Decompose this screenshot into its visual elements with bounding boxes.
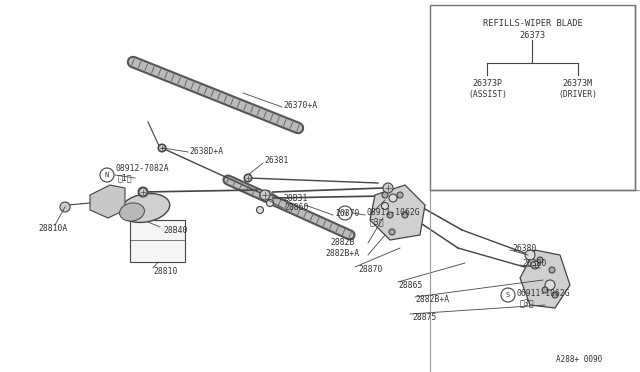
- Ellipse shape: [120, 203, 145, 221]
- Circle shape: [397, 192, 403, 198]
- Circle shape: [260, 190, 270, 200]
- Text: 08911-1062G: 08911-1062G: [367, 208, 420, 217]
- Text: 06911-1062G: 06911-1062G: [517, 289, 571, 298]
- Circle shape: [381, 202, 388, 209]
- Text: S: S: [506, 292, 510, 298]
- Text: N: N: [343, 210, 347, 216]
- Text: REFILLS-WIPER BLADE: REFILLS-WIPER BLADE: [483, 19, 582, 28]
- Text: 26380: 26380: [512, 244, 536, 253]
- Circle shape: [158, 144, 166, 152]
- Circle shape: [159, 144, 166, 151]
- Circle shape: [389, 194, 397, 202]
- Text: （1）: （1）: [118, 173, 132, 183]
- Text: 26373P: 26373P: [472, 78, 502, 87]
- Circle shape: [545, 280, 555, 290]
- Circle shape: [257, 206, 264, 214]
- Text: A288+ 0090: A288+ 0090: [556, 356, 602, 365]
- Circle shape: [552, 292, 558, 298]
- Text: 2638D+A: 2638D+A: [189, 147, 223, 155]
- Text: 28810A: 28810A: [38, 224, 67, 232]
- Text: 2882B+A: 2882B+A: [415, 295, 449, 305]
- Text: 2882B+A: 2882B+A: [325, 250, 359, 259]
- Text: 26380: 26380: [522, 259, 547, 267]
- Circle shape: [60, 202, 70, 212]
- Circle shape: [537, 257, 543, 263]
- Text: 28860: 28860: [284, 202, 308, 212]
- Text: 26381: 26381: [264, 155, 289, 164]
- Circle shape: [389, 229, 395, 235]
- Text: 28810: 28810: [153, 267, 177, 276]
- Text: 26373: 26373: [520, 31, 546, 39]
- Circle shape: [338, 206, 352, 220]
- Text: 26373M: 26373M: [563, 78, 593, 87]
- Circle shape: [138, 187, 148, 197]
- Text: 26370: 26370: [335, 208, 360, 218]
- Text: 28875: 28875: [412, 312, 436, 321]
- Text: N: N: [105, 172, 109, 178]
- Ellipse shape: [120, 193, 170, 222]
- Polygon shape: [520, 250, 570, 308]
- Text: (DRIVER): (DRIVER): [558, 90, 597, 99]
- Circle shape: [549, 267, 555, 273]
- Circle shape: [542, 287, 548, 293]
- Text: (ASSIST): (ASSIST): [468, 90, 507, 99]
- Circle shape: [531, 261, 539, 269]
- Text: 08912-7082A: 08912-7082A: [115, 164, 168, 173]
- Circle shape: [244, 174, 252, 182]
- Circle shape: [387, 212, 393, 218]
- Text: 26370+A: 26370+A: [283, 100, 317, 109]
- Bar: [430, 5, 635, 190]
- Circle shape: [525, 250, 535, 260]
- Circle shape: [383, 183, 393, 193]
- Text: （3）: （3）: [370, 218, 385, 227]
- Circle shape: [266, 199, 273, 206]
- Circle shape: [382, 192, 388, 198]
- Text: （3）: （3）: [520, 298, 534, 308]
- Circle shape: [402, 212, 408, 218]
- Text: 2882B: 2882B: [330, 237, 355, 247]
- Circle shape: [139, 188, 147, 196]
- Circle shape: [501, 288, 515, 302]
- Text: 28870: 28870: [358, 266, 382, 275]
- Circle shape: [100, 168, 114, 182]
- Polygon shape: [90, 185, 125, 218]
- Text: 28B40: 28B40: [163, 225, 188, 234]
- Text: 28865: 28865: [398, 280, 422, 289]
- Circle shape: [244, 174, 252, 182]
- Text: 28B31: 28B31: [283, 193, 307, 202]
- Polygon shape: [370, 185, 425, 240]
- Bar: [130, 220, 185, 262]
